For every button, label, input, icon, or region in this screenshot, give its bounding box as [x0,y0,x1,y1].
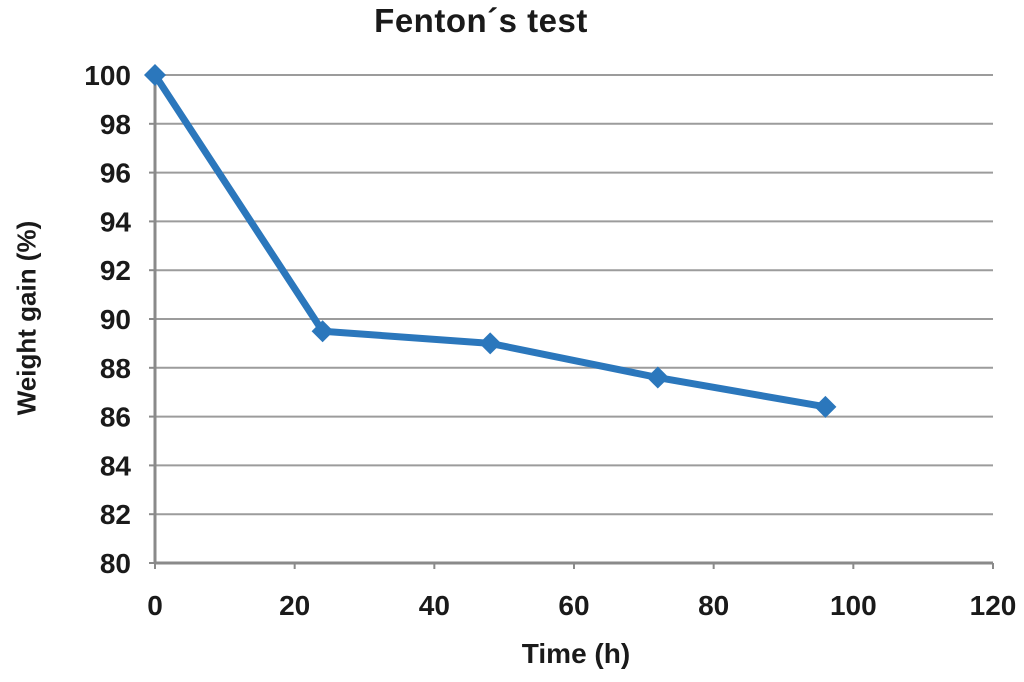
y-tick-label: 80 [100,548,131,579]
data-point-marker [814,395,837,418]
data-point-marker [311,320,334,343]
y-tick-label: 100 [84,60,131,91]
x-tick-label: 40 [419,590,450,621]
x-tick-label: 120 [970,590,1017,621]
x-tick-label: 20 [279,590,310,621]
y-tick-label: 84 [100,450,132,481]
x-tick-label: 60 [558,590,589,621]
y-tick-label: 98 [100,109,131,140]
y-tick-label: 90 [100,304,131,335]
y-tick-label: 92 [100,255,131,286]
y-tick-label: 94 [100,206,132,237]
x-tick-label: 80 [698,590,729,621]
x-tick-label: 0 [147,590,163,621]
y-tick-label: 88 [100,353,131,384]
data-point-marker [479,332,502,355]
y-tick-label: 96 [100,158,131,189]
x-tick-label: 100 [830,590,877,621]
x-axis-title: Time (h) [521,638,631,669]
y-tick-label: 82 [100,499,131,530]
data-point-marker [646,366,669,389]
chart-title: Fenton´s test [374,2,588,39]
y-tick-label: 86 [100,402,131,433]
data-point-marker [144,64,166,86]
